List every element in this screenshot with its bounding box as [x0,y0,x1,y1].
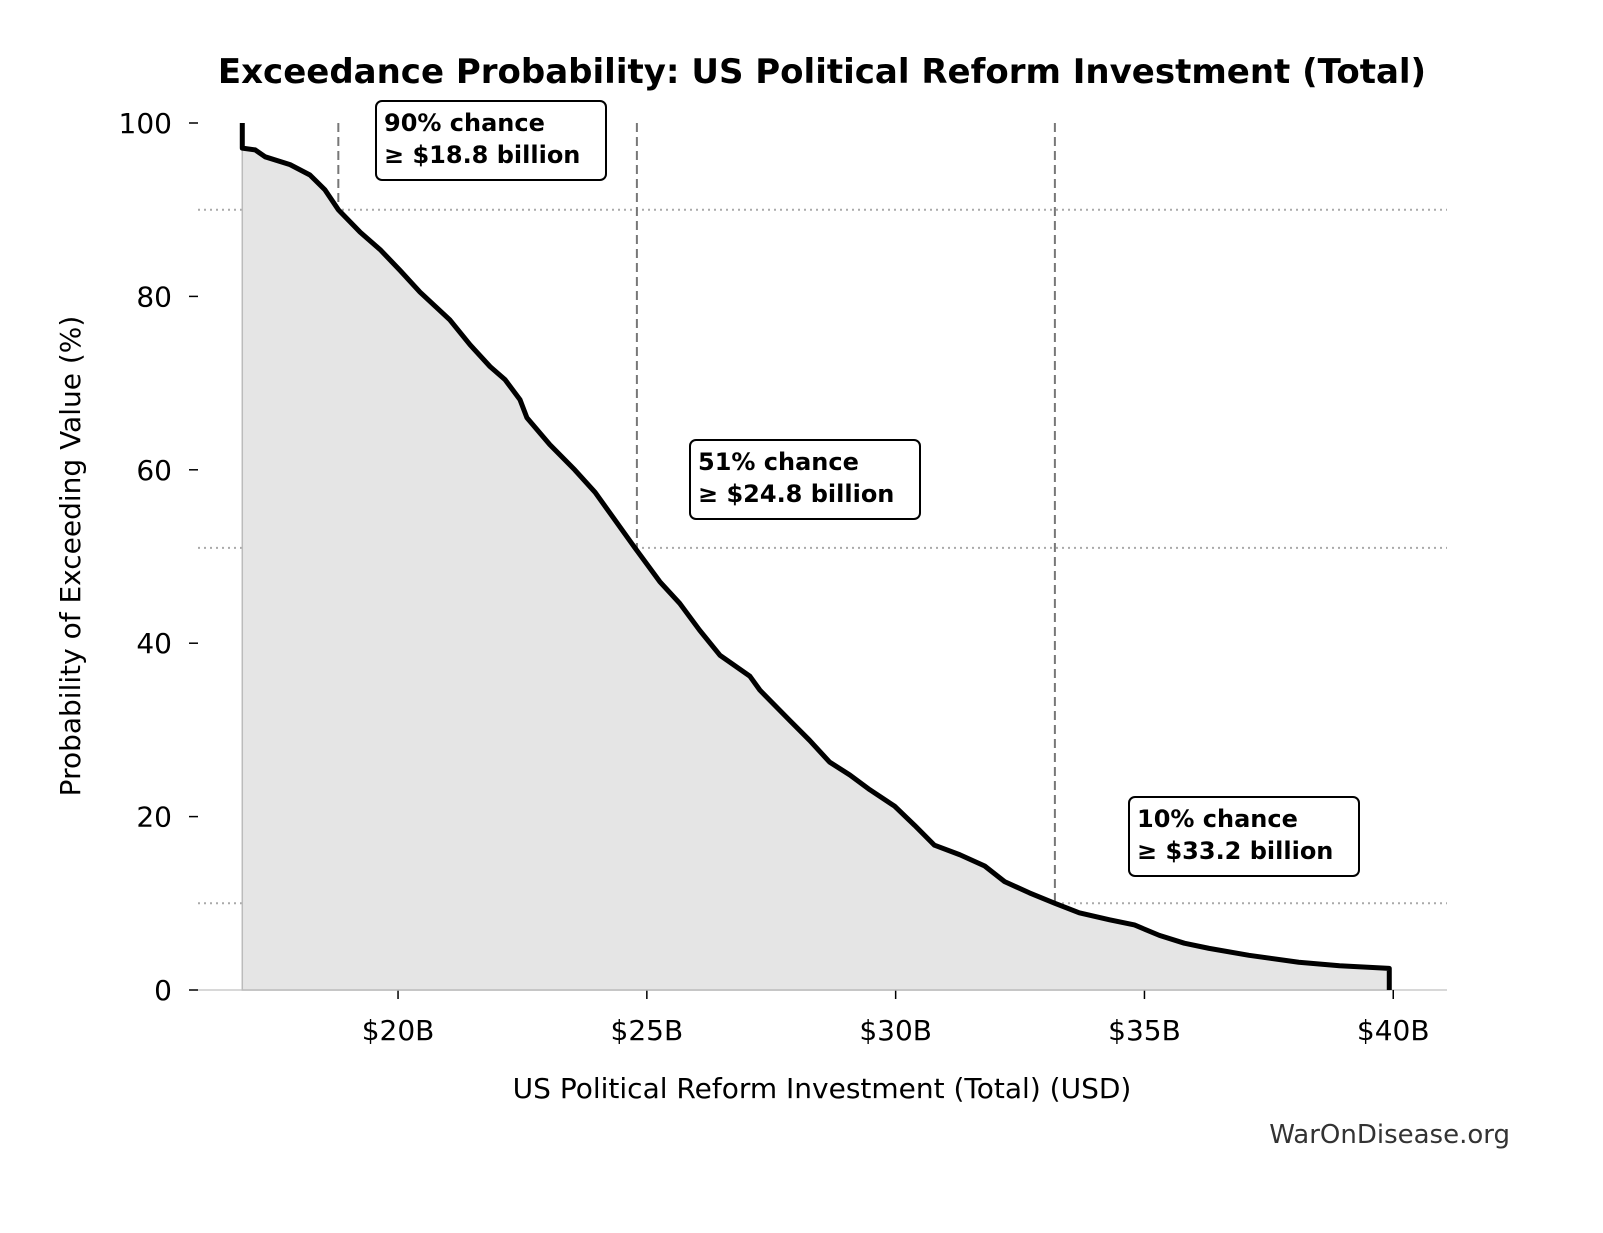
x-tick-label: $20B [362,1014,435,1047]
x-tick-label: $30B [859,1014,932,1047]
y-tick-label: 0 [154,974,172,1007]
y-tick-label: 60 [136,454,172,487]
y-tick-label: 20 [136,801,172,834]
chart-title: Exceedance Probability: US Political Ref… [218,52,1426,92]
annotation: 51% chance ≥ $24.8 billion [689,439,921,520]
y-tick-label: 100 [119,107,172,140]
annotation-text: 10% chance [1137,805,1298,833]
annotation-text: ≥ $33.2 billion [1137,837,1333,865]
source-note: WarOnDisease.org [1269,1120,1510,1150]
annotation: 90% chance ≥ $18.8 billion [375,100,607,181]
annotation-text: 51% chance [698,448,859,476]
x-tick-label: $25B [611,1014,684,1047]
x-tick-label: $35B [1108,1014,1181,1047]
annotation-text: ≥ $24.8 billion [698,480,894,508]
annotation-text: ≥ $18.8 billion [384,141,580,169]
annotation: 10% chance ≥ $33.2 billion [1128,796,1360,877]
x-axis-label: US Political Reform Investment (Total) (… [513,1072,1132,1105]
y-tick-label: 40 [136,627,172,660]
y-axis-label: Probability of Exceeding Value (%) [54,316,87,797]
x-tick-label: $40B [1357,1014,1430,1047]
annotation-text: 90% chance [384,109,545,137]
exceedance-line [239,123,1392,990]
annotation-box [375,100,607,181]
annotation-box [1128,796,1360,877]
annotation-box [689,439,921,520]
y-tick-label: 80 [136,280,172,313]
